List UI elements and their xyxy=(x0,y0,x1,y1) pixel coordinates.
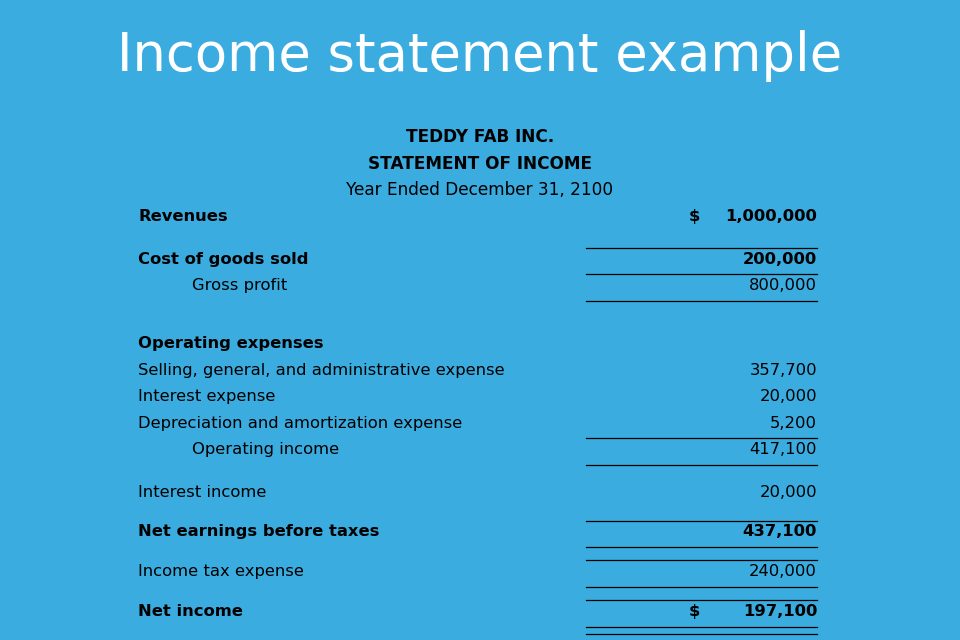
Text: Cost of goods sold: Cost of goods sold xyxy=(138,252,309,266)
Text: Year Ended December 31, 2100: Year Ended December 31, 2100 xyxy=(347,181,613,199)
Text: $: $ xyxy=(688,604,700,619)
Text: Operating income: Operating income xyxy=(192,442,339,458)
Text: Income tax expense: Income tax expense xyxy=(138,564,304,579)
Text: STATEMENT OF INCOME: STATEMENT OF INCOME xyxy=(368,155,592,173)
Text: 437,100: 437,100 xyxy=(743,524,817,540)
Text: Gross profit: Gross profit xyxy=(192,278,287,293)
Text: Selling, general, and administrative expense: Selling, general, and administrative exp… xyxy=(138,363,505,378)
Text: Depreciation and amortization expense: Depreciation and amortization expense xyxy=(138,416,463,431)
Text: 240,000: 240,000 xyxy=(749,564,817,579)
Text: Income statement example: Income statement example xyxy=(117,30,843,82)
Text: Net income: Net income xyxy=(138,604,244,619)
Text: TEDDY FAB INC.: TEDDY FAB INC. xyxy=(406,128,554,146)
Text: 357,700: 357,700 xyxy=(750,363,817,378)
Text: 200,000: 200,000 xyxy=(743,252,817,266)
Text: 5,200: 5,200 xyxy=(770,416,817,431)
Text: 417,100: 417,100 xyxy=(750,442,817,458)
Text: Interest expense: Interest expense xyxy=(138,389,276,404)
Text: 800,000: 800,000 xyxy=(749,278,817,293)
Text: Net earnings before taxes: Net earnings before taxes xyxy=(138,524,380,540)
Text: 20,000: 20,000 xyxy=(759,389,817,404)
Text: 20,000: 20,000 xyxy=(759,484,817,500)
Text: Operating expenses: Operating expenses xyxy=(138,337,324,351)
Text: 1,000,000: 1,000,000 xyxy=(725,209,817,224)
Text: Revenues: Revenues xyxy=(138,209,228,224)
Text: Interest income: Interest income xyxy=(138,484,267,500)
Text: $: $ xyxy=(688,209,700,224)
Text: 197,100: 197,100 xyxy=(743,604,817,619)
